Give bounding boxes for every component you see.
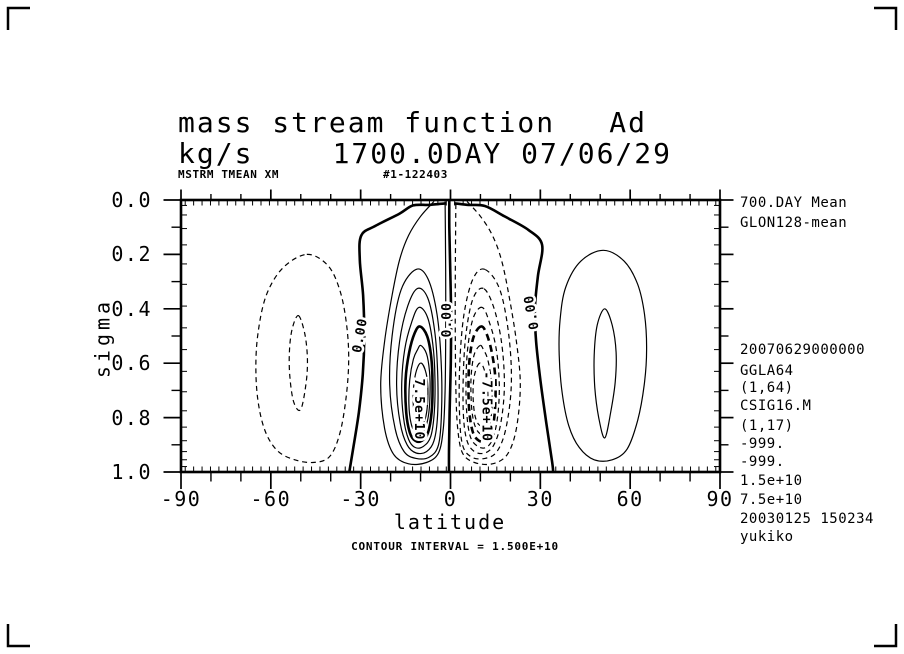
contour-label: 0.00 <box>440 302 455 337</box>
x-tick-label: 30 <box>526 487 554 511</box>
side-note: 1.5e+10 <box>740 473 803 489</box>
zero-equator <box>447 199 453 473</box>
side-note: -999. <box>740 436 785 452</box>
side-note: -999. <box>740 454 785 470</box>
side-note: GGLA64 <box>740 363 794 379</box>
hadley-south-ring <box>388 268 443 460</box>
contour-interval-caption: CONTOUR INTERVAL = 1.500E+10 <box>351 540 559 553</box>
side-note-top: 700.DAY Mean <box>740 195 848 211</box>
side-note: (1,64) <box>740 380 794 396</box>
contour-label: 0.00 <box>522 293 543 330</box>
contour-label: -7.5e+10 <box>479 371 494 442</box>
hadley-north-ring <box>465 306 500 449</box>
frame-number: #1-122403 <box>383 168 449 181</box>
y-tick-label: 0.2 <box>111 242 152 267</box>
contour-label: 7.5e+10 <box>411 379 426 441</box>
side-note: (1,17) <box>740 418 794 434</box>
ferrel-north-ring <box>558 249 648 462</box>
x-axis-title: latitude <box>393 510 507 534</box>
x-tick-label: 60 <box>616 487 644 511</box>
variable-name: MSTRM TMEAN XM <box>178 168 280 181</box>
time-label: 1700.0DAY 07/06/29 <box>332 137 672 170</box>
hadley-south-ring <box>408 344 431 435</box>
page-title: mass stream function <box>178 106 556 139</box>
corner-marks <box>6 6 898 648</box>
contour-lines <box>255 199 648 473</box>
side-note: 7.5e+10 <box>740 492 803 508</box>
units-label: kg/s <box>178 137 254 170</box>
hadley-south-ring <box>412 362 429 427</box>
hadley-north-ring <box>470 344 493 435</box>
hadley-north-ring <box>472 362 489 427</box>
y-tick-label: 0.0 <box>111 188 152 212</box>
hadley-south-ring <box>401 306 436 449</box>
ferrel-south-ring <box>255 253 350 464</box>
side-note: CSIG16.M <box>740 398 812 414</box>
x-tick-label: 90 <box>706 487 734 511</box>
y-tick-label: 0.4 <box>111 296 152 321</box>
hadley-north-ring <box>454 201 521 466</box>
hadley-north-ring <box>467 325 497 444</box>
contour-label: 0.00 <box>350 317 371 354</box>
y-tick-label: 0.8 <box>111 405 152 430</box>
side-note: 20030125 150234 <box>740 511 874 527</box>
hadley-north-ring <box>462 287 506 455</box>
x-tick-label: 0 <box>443 487 458 511</box>
zero-north <box>453 202 555 473</box>
side-note: 20070629000000 <box>740 342 866 358</box>
plot-frame <box>179 198 722 474</box>
ferrel-south-ring <box>288 315 309 412</box>
x-tick-label: -90 <box>160 487 202 511</box>
side-note: yukiko <box>740 529 794 545</box>
hadley-south-ring <box>380 201 447 466</box>
hadley-north-ring <box>458 268 513 460</box>
y-tick-label: 0.6 <box>111 351 152 376</box>
y-tick-label: 1.0 <box>111 460 152 484</box>
title-run-id: Ad <box>609 106 647 139</box>
zero-south <box>348 202 447 473</box>
x-tick-label: -30 <box>340 487 381 511</box>
hadley-south-ring <box>395 287 439 455</box>
contour-value-labels: 0.00 0.00 0.00 7.5e+10 -7.5e+10 <box>348 291 545 445</box>
x-tick-label: -60 <box>250 487 292 511</box>
ferrel-north-ring <box>593 308 617 439</box>
side-note-top: GLON128-mean <box>740 215 848 231</box>
hadley-south-ring <box>404 325 434 444</box>
